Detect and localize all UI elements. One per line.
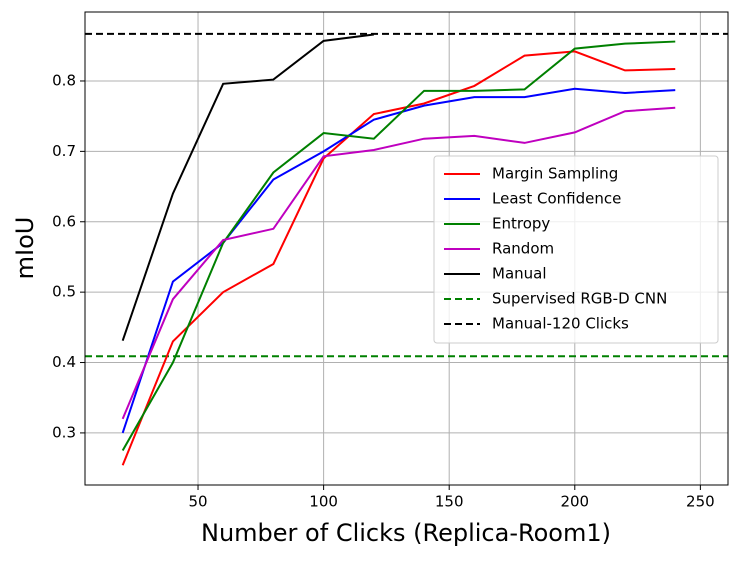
x-tick-label: 150 [435, 493, 464, 511]
legend-label: Supervised RGB-D CNN [492, 290, 667, 308]
series-line [121, 50, 676, 466]
legend-label: Entropy [492, 215, 550, 233]
legend-label: Manual-120 Clicks [492, 315, 629, 333]
legend-label: Margin Sampling [492, 165, 618, 183]
series-line [121, 33, 374, 342]
legend-box [433, 155, 719, 344]
legend-label: Least Confidence [492, 190, 621, 208]
x-tick-label: 50 [188, 493, 207, 511]
x-tick-label: 200 [560, 493, 589, 511]
legend-label: Random [492, 240, 554, 258]
series-line [121, 40, 676, 452]
x-tick-label: 250 [686, 493, 715, 511]
x-axis-label: Number of Clicks (Replica-Room1) [201, 519, 611, 547]
legend: Margin Sampling Least Confidence Entropy Ra… [433, 155, 719, 344]
legend-label: Manual [492, 265, 547, 283]
y-tick-label: 0.8 [52, 71, 76, 89]
y-tick-label: 0.6 [52, 212, 76, 230]
series-line [121, 106, 676, 420]
y-tick-label: 0.7 [52, 142, 76, 160]
x-tick-label: 100 [309, 493, 338, 511]
plot-frame [84, 11, 729, 486]
y-tick-label: 0.5 [52, 283, 76, 301]
y-tick-label: 0.3 [52, 423, 76, 441]
y-axis-label: mIoU [11, 217, 39, 280]
y-tick-label: 0.4 [52, 353, 76, 371]
